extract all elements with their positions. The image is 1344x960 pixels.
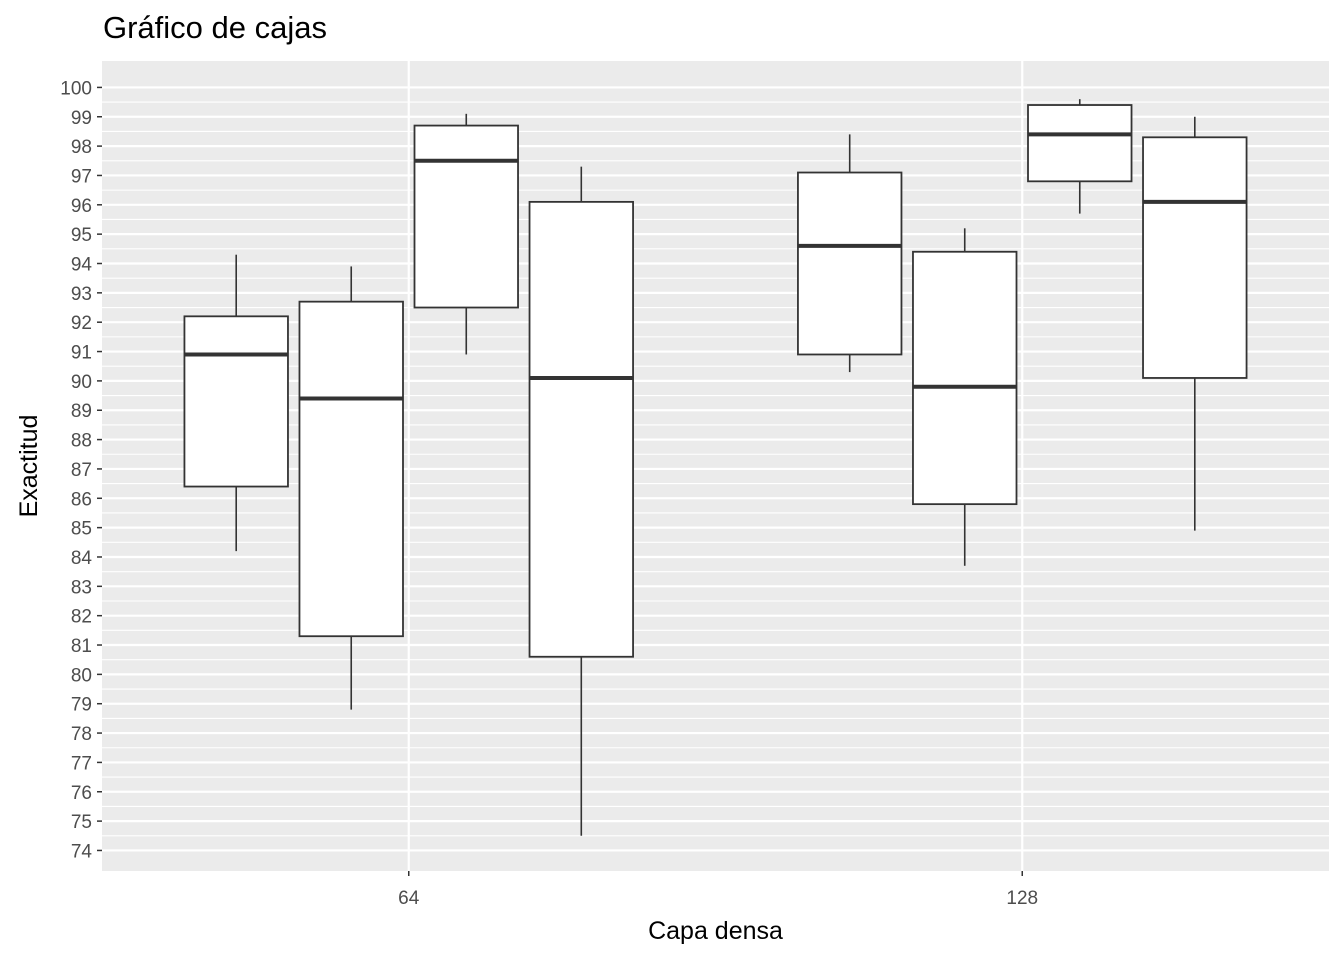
- iqr-box: [1027, 104, 1133, 183]
- y-tick-label: 88: [71, 431, 92, 452]
- y-tick-label: 80: [71, 665, 92, 686]
- y-tick-label: 96: [71, 196, 92, 217]
- y-tick-label: 83: [71, 577, 92, 598]
- iqr-box: [912, 250, 1018, 506]
- iqr-box: [797, 171, 903, 356]
- box-128-4: [1142, 116, 1248, 531]
- iqr-box: [183, 315, 289, 488]
- y-tick-label: 94: [71, 255, 93, 276]
- y-tick-label: 78: [71, 724, 92, 745]
- y-tick-label: 90: [71, 372, 92, 393]
- iqr-box: [298, 300, 404, 638]
- x-tick-label: 64: [398, 888, 420, 909]
- y-tick-label: 82: [71, 607, 92, 628]
- y-tick-label: 97: [71, 166, 92, 187]
- y-tick-label: 76: [71, 783, 92, 804]
- grid-lines: [102, 61, 1329, 871]
- box-128-2: [912, 228, 1018, 566]
- box-128-1: [797, 134, 903, 373]
- y-axis-ticks: 74 75 76 77 78 79 80 81 82 83 84 85 86 87 88 89 90 91 92 93…: [60, 78, 102, 862]
- box-64-2: [298, 266, 404, 710]
- y-tick-label: 85: [71, 519, 92, 540]
- y-tick-label: 75: [71, 812, 92, 833]
- y-tick-label: 84: [71, 548, 93, 569]
- iqr-box: [528, 200, 634, 658]
- y-tick-label: 93: [71, 284, 92, 305]
- y-tick-label: 89: [71, 401, 92, 422]
- box-64-3: [413, 113, 519, 355]
- y-tick-label: 100: [60, 78, 92, 99]
- y-tick-label: 91: [71, 343, 92, 364]
- iqr-box: [413, 124, 519, 309]
- x-tick-label: 128: [1006, 888, 1038, 909]
- y-tick-label: 74: [71, 841, 93, 862]
- box-128-3: [1027, 99, 1133, 214]
- y-tick-label: 79: [71, 695, 92, 716]
- box-64-1: [183, 254, 289, 552]
- y-tick-label: 81: [71, 636, 92, 657]
- y-tick-label: 99: [71, 108, 92, 129]
- y-tick-label: 77: [71, 753, 92, 774]
- boxes: [183, 99, 1248, 836]
- y-tick-label: 86: [71, 489, 92, 510]
- y-tick-label: 98: [71, 137, 92, 158]
- chart-title: Gráfico de cajas: [103, 10, 327, 45]
- iqr-box: [1142, 136, 1248, 379]
- y-tick-label: 87: [71, 460, 92, 481]
- y-tick-label: 92: [71, 313, 92, 334]
- y-axis-title: Exactitud: [15, 415, 43, 518]
- x-axis-ticks: 64 128: [398, 871, 1038, 909]
- box-64-4: [528, 166, 634, 836]
- x-axis-title: Capa densa: [648, 917, 783, 945]
- y-tick-label: 95: [71, 225, 92, 246]
